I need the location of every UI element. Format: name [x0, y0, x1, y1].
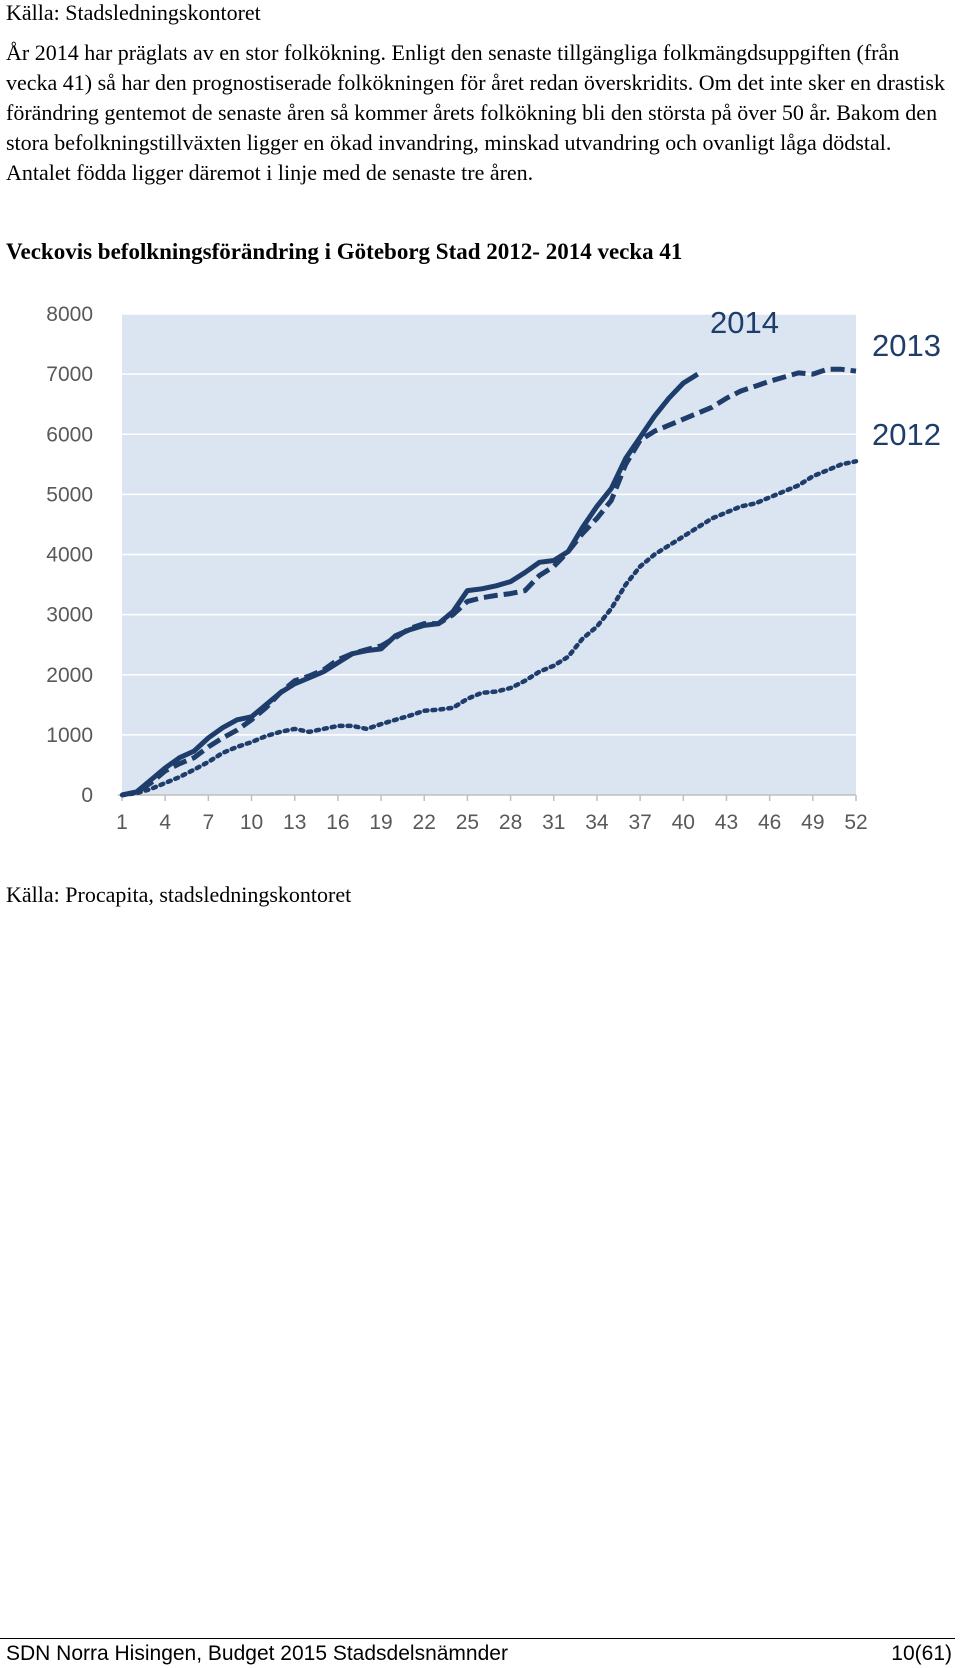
- x-tick-label: 10: [240, 811, 263, 834]
- line-chart: 0 1000 2000 3000 4000 5000 6000 7000 8000 1 4 7 10 1…: [0, 285, 960, 845]
- footer-page-number: 10(61): [891, 1642, 952, 1665]
- y-tick-label: 7000: [46, 363, 93, 386]
- y-tick-label: 0: [81, 784, 93, 807]
- series-line-2014: [121, 371, 700, 798]
- chart-title: Veckovis befolkningsförändring i Götebor…: [6, 239, 683, 264]
- x-tick-label: 49: [801, 811, 824, 834]
- y-tick-label: 5000: [46, 483, 93, 506]
- x-tick-label: 19: [369, 811, 392, 834]
- gridlines: [122, 313, 856, 736]
- x-tick-label: 25: [456, 811, 479, 834]
- x-tick-label: 43: [715, 811, 738, 834]
- y-tick-labels: 0 1000 2000 3000 4000 5000 6000 7000 8000: [46, 303, 93, 807]
- y-tick-label: 2000: [46, 664, 93, 687]
- series-line-2012: [119, 459, 859, 798]
- x-tick-label: 40: [672, 811, 695, 834]
- intro-paragraph: År 2014 har präglats av en stor folkökni…: [6, 40, 945, 185]
- x-tick-label: 7: [203, 811, 215, 834]
- series-labels: 2014 2013 2012: [710, 305, 941, 452]
- x-tick-label: 28: [499, 811, 522, 834]
- x-tick-label: 34: [585, 811, 609, 834]
- y-tick-label: 8000: [46, 303, 93, 326]
- x-tick-label: 46: [758, 811, 781, 834]
- source-note-top: Källa: Stadsledningskontoret: [6, 0, 261, 25]
- x-tick-labels: 1 4 7 10 13 16 19 22 25 28 31 34 37 40 43 46 49 52: [116, 811, 868, 834]
- y-tick-label: 4000: [46, 544, 93, 567]
- series-label-2012: 2012: [872, 417, 941, 452]
- x-tick-label: 13: [283, 811, 306, 834]
- series-lines: [119, 366, 859, 798]
- y-tick-label: 3000: [46, 604, 93, 627]
- x-tick-label: 16: [326, 811, 349, 834]
- series-line-2013: [121, 366, 857, 798]
- series-label-2013: 2013: [872, 328, 941, 363]
- axes: [118, 794, 857, 801]
- page-footer: SDN Norra Hisingen, Budget 2015 Stadsdel…: [0, 1638, 955, 1668]
- source-note-bottom: Källa: Procapita, stadsledningskontoret: [6, 882, 352, 907]
- y-tick-label: 6000: [46, 423, 93, 446]
- x-tick-label: 52: [844, 811, 867, 834]
- series-label-2014: 2014: [710, 305, 779, 340]
- footer-document-title: SDN Norra Hisingen, Budget 2015 Stadsdel…: [6, 1642, 508, 1665]
- x-tick-label: 31: [542, 811, 565, 834]
- x-tick-label: 4: [159, 811, 171, 834]
- x-tick-label: 1: [116, 811, 128, 834]
- x-tick-label: 22: [413, 811, 436, 834]
- x-tick-label: 37: [628, 811, 651, 834]
- y-tick-label: 1000: [46, 724, 93, 747]
